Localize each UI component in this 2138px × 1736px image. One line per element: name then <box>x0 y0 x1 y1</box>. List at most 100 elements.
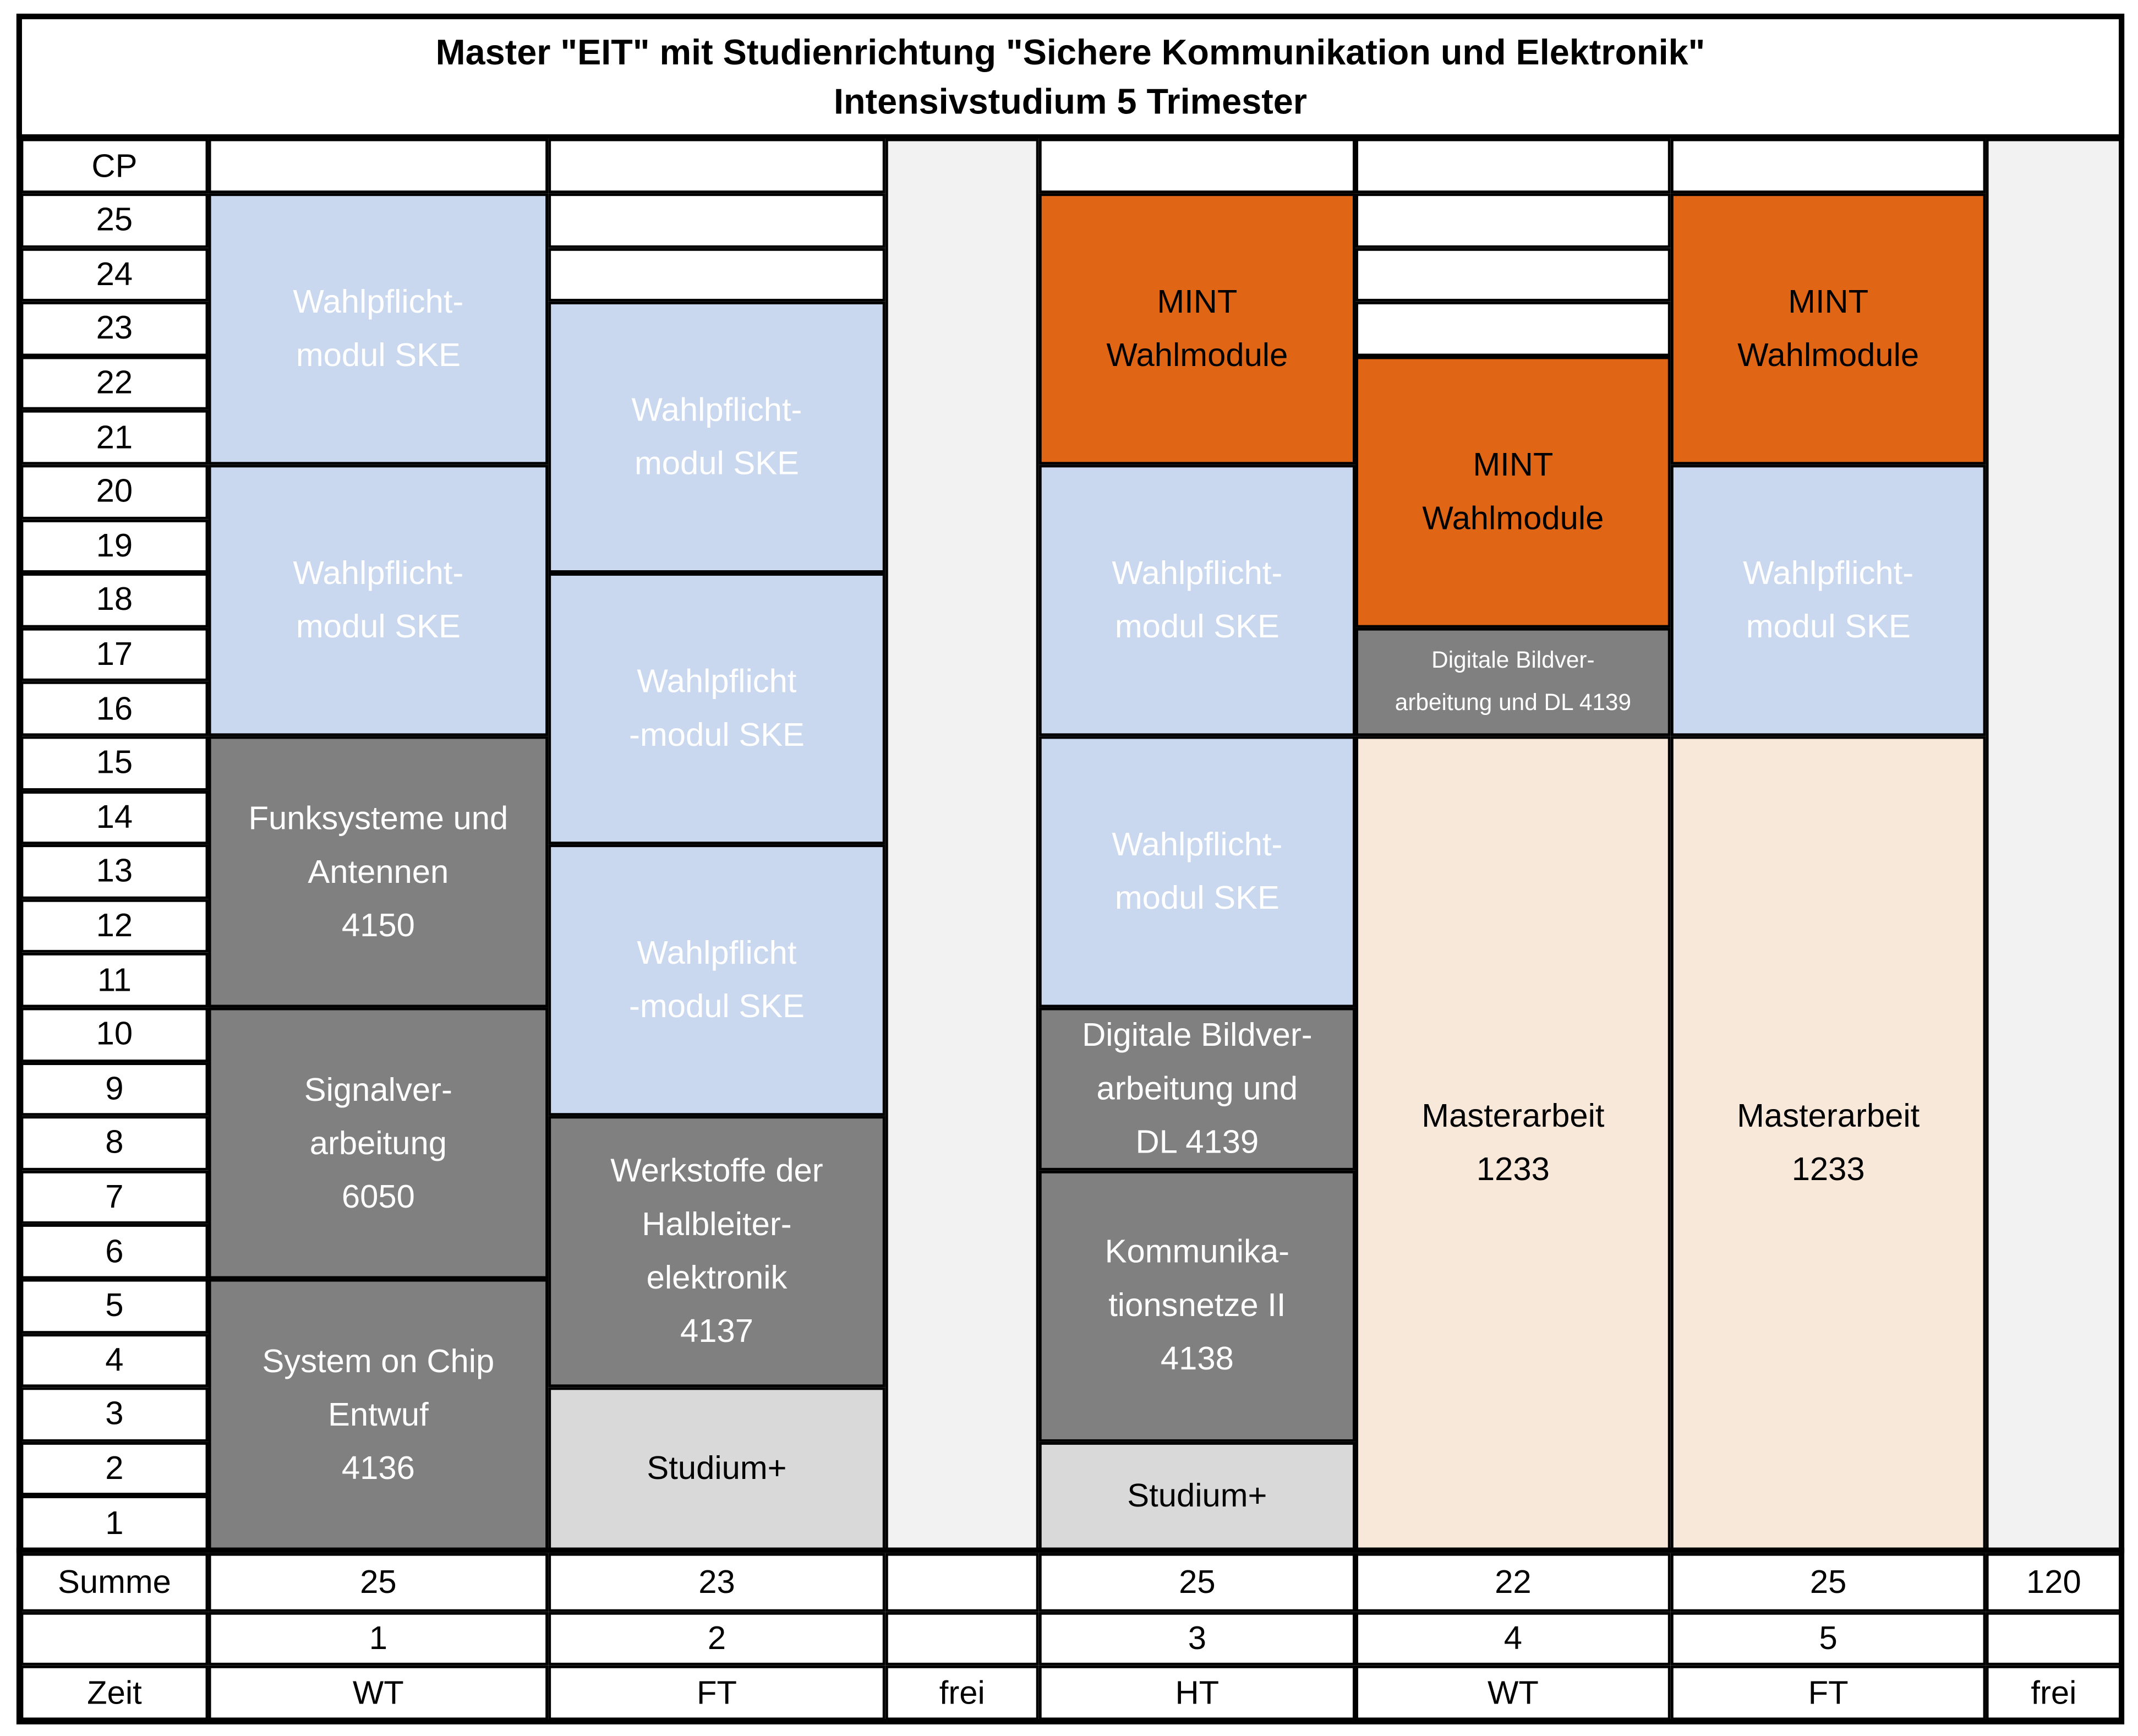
cp-value: 23 <box>20 302 209 356</box>
cp-value-label: 23 <box>96 310 133 348</box>
trimester-cell: 3 <box>1038 1612 1356 1666</box>
cp-value: 14 <box>20 790 209 845</box>
module-text-line: Werkstoffe der <box>610 1153 823 1191</box>
module-block: Wahlpflicht-modul SKE <box>208 465 549 736</box>
module-block: Wahlpflicht-modul SKE <box>548 844 885 1116</box>
module-text-line: Kommunika- <box>1104 1234 1290 1271</box>
module-text-line: MINT <box>1157 283 1238 321</box>
empty-cell <box>1355 247 1671 302</box>
cp-value: 17 <box>20 627 209 682</box>
module-text-line: Wahlpflicht- <box>1112 826 1283 864</box>
module-block: Wahlpflicht-modul SKE <box>1038 736 1356 1008</box>
trimester-cell: 2 <box>548 1612 885 1666</box>
zeit-value: WT <box>1487 1674 1539 1712</box>
cp-value-label: 10 <box>96 1016 133 1053</box>
zeit-cell: frei <box>885 1665 1039 1721</box>
trimester-cell <box>1986 1612 2122 1666</box>
header-empty-cell <box>208 138 549 194</box>
module-text-line: Wahlpflicht- <box>293 555 464 592</box>
module-block: Signalver-arbeitung 6050 <box>208 1007 549 1279</box>
cp-value: 25 <box>20 193 209 248</box>
cp-value-label: 1 <box>105 1504 124 1542</box>
cp-value: 1 <box>20 1495 209 1551</box>
module-text-line: 1233 <box>1476 1151 1550 1189</box>
module-text-line: modul SKE <box>1114 880 1279 918</box>
module-text-line: 4137 <box>680 1313 753 1351</box>
zeit-value: HT <box>1175 1674 1220 1712</box>
zeit-cell: HT <box>1038 1665 1356 1721</box>
module-text-line: Halbleiter- <box>642 1207 792 1244</box>
zeit-cell: FT <box>1670 1665 1986 1721</box>
module-text-line: Digitale Bildver- <box>1082 1017 1313 1054</box>
cp-value-label: 22 <box>96 364 133 402</box>
sum-value: 25 <box>1809 1564 1847 1601</box>
zeit-cell: frei <box>1986 1665 2122 1721</box>
module-block: MINT Wahlmodule <box>1355 356 1671 628</box>
trimester-value: 2 <box>707 1620 726 1657</box>
module-text-line: Wahlpflicht- <box>1112 555 1283 592</box>
cp-value-label: 6 <box>105 1233 124 1270</box>
zeit-value: WT <box>352 1674 404 1712</box>
sum-cell: 22 <box>1355 1553 1671 1612</box>
module-block: Digitale Bildver-arbeitung und DL 4139 <box>1038 1007 1356 1171</box>
cp-value: 13 <box>20 844 209 899</box>
cp-value-label: 11 <box>97 962 132 999</box>
cp-value-label: 16 <box>96 690 133 728</box>
sum-value: 120 <box>2026 1564 2081 1601</box>
trimester-value: 1 <box>369 1620 387 1657</box>
cp-value: 6 <box>20 1224 209 1279</box>
cp-header-label: CP <box>91 147 138 184</box>
sum-value: 22 <box>1495 1564 1532 1601</box>
cp-value-label: 19 <box>96 527 133 565</box>
cp-value: 19 <box>20 518 209 574</box>
title-line-1: Master "EIT" mit Studienrichtung "Sicher… <box>435 31 1705 73</box>
cp-value-label: 17 <box>96 636 133 674</box>
module-block: Wahlpflicht-modul SKE <box>1038 465 1356 736</box>
trimester-cell <box>885 1612 1039 1666</box>
cp-value: 21 <box>20 410 209 465</box>
module-text-line: 4138 <box>1160 1341 1234 1378</box>
sum-cell <box>885 1553 1039 1612</box>
module-text-line: System on Chip <box>262 1342 495 1380</box>
module-block: Wahlpflicht-modul SKE <box>1670 465 1986 736</box>
zeit-label: Zeit <box>87 1674 142 1712</box>
module-block: Wahlpflicht-modul SKE <box>548 302 885 574</box>
page-title: Master "EIT" mit Studienrichtung "Sicher… <box>16 13 2125 139</box>
trimester-cell: 5 <box>1670 1612 1986 1666</box>
cp-value: 5 <box>20 1279 209 1334</box>
header-empty-cell <box>1355 138 1671 194</box>
cp-value-label: 8 <box>105 1124 124 1162</box>
sum-cell: 25 <box>1670 1553 1986 1612</box>
sum-cell: 25 <box>208 1553 549 1612</box>
zeit-value: frei <box>2031 1674 2077 1712</box>
module-text-line: arbeitung <box>309 1124 447 1162</box>
cp-value-label: 20 <box>96 473 133 511</box>
module-block: Studium+ <box>548 1387 885 1551</box>
module-text-line: arbeitung und <box>1096 1070 1298 1108</box>
module-text-line: Wahlpflicht <box>637 935 797 973</box>
module-text-line: Studium+ <box>1127 1477 1267 1515</box>
module-text-line: Wahlmodule <box>1737 337 1920 374</box>
module-block: System on Chip Entwuf 4136 <box>208 1279 549 1551</box>
cp-value: 11 <box>20 953 209 1008</box>
module-text-line: 4136 <box>341 1449 415 1487</box>
module-block: Digitale Bildver-arbeitung und DL 4139 <box>1355 627 1671 736</box>
header-empty-cell <box>548 138 885 194</box>
module-text-line: DL 4139 <box>1135 1123 1259 1161</box>
trimester-value: 4 <box>1503 1620 1523 1657</box>
module-text-line: 1233 <box>1791 1151 1865 1189</box>
module-text-line: Wahlpflicht <box>637 663 797 701</box>
empty-cell <box>1355 302 1671 356</box>
module-block: Kommunika-tionsnetze II 4138 <box>1038 1170 1356 1442</box>
cp-value-label: 21 <box>96 419 133 456</box>
module-text-line: Studium+ <box>647 1450 787 1488</box>
cp-value-label: 15 <box>96 745 133 782</box>
module-block: Masterarbeit 1233 <box>1355 736 1671 1551</box>
empty-cell <box>1355 193 1671 248</box>
module-text-line: arbeitung und DL 4139 <box>1395 690 1632 716</box>
module-text-line: 4150 <box>341 907 415 944</box>
zeit-cell: FT <box>548 1665 885 1721</box>
zeit-cell: WT <box>1355 1665 1671 1721</box>
cp-value: 22 <box>20 356 209 411</box>
title-line-2: Intensivstudium 5 Trimester <box>833 80 1307 122</box>
